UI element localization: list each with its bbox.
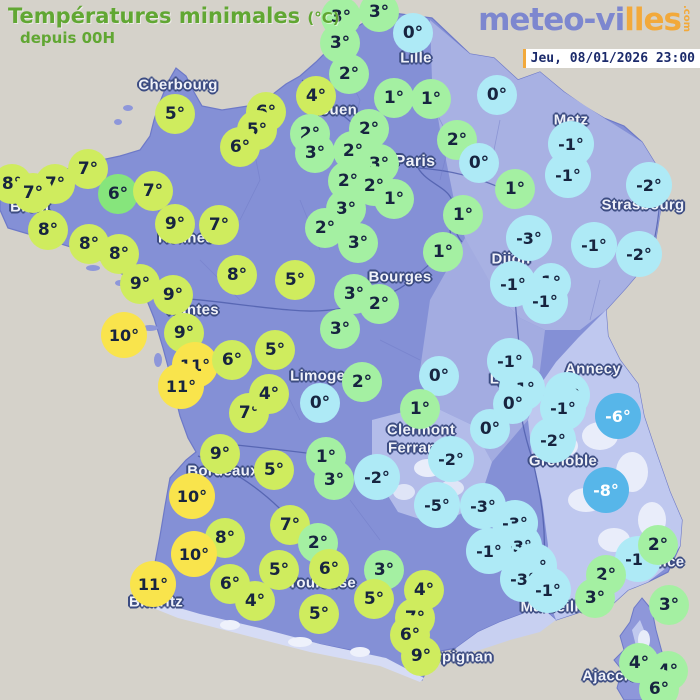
temp-bubble: 2° bbox=[342, 362, 382, 402]
temp-bubble: -2° bbox=[530, 417, 576, 463]
meteo-villes-logo[interactable]: meteo-vi lles .com bbox=[478, 2, 692, 38]
snow-patch bbox=[288, 637, 312, 647]
city-label: Annecy bbox=[565, 360, 621, 378]
temp-bubble: 9° bbox=[155, 204, 195, 244]
city-label: Lille bbox=[400, 49, 432, 67]
temp-bubble: 5° bbox=[155, 94, 195, 134]
temp-bubble: 0° bbox=[393, 13, 433, 53]
temp-bubble: 8° bbox=[205, 518, 245, 558]
timestamp-banner: Jeu, 08/01/2026 23:00 bbox=[522, 49, 700, 68]
terrain-pyrenees bbox=[148, 600, 424, 682]
terrain-languedoc bbox=[456, 604, 556, 654]
temp-bubble: 8° bbox=[217, 255, 257, 295]
temp-bubble: 1° bbox=[411, 79, 451, 119]
page-title: Températures minimales (°C) bbox=[8, 4, 340, 28]
temp-bubble: 2° bbox=[359, 284, 399, 324]
temp-bubble: 4° bbox=[249, 374, 289, 414]
temp-bubble: 1° bbox=[374, 78, 414, 118]
temp-bubble: 6° bbox=[639, 669, 679, 700]
temp-bubble: 3° bbox=[320, 309, 360, 349]
city-label: Bourges bbox=[368, 268, 432, 286]
temp-bubble: -2° bbox=[354, 454, 400, 500]
logo-domain-text: .com bbox=[681, 5, 692, 33]
island bbox=[154, 353, 162, 367]
temp-bubble: 1° bbox=[400, 389, 440, 429]
island bbox=[123, 105, 133, 111]
island bbox=[114, 119, 122, 125]
temp-bubble: 0° bbox=[459, 143, 499, 183]
logo-blue-text: meteo-vi bbox=[478, 2, 625, 38]
temp-bubble: 6° bbox=[212, 340, 252, 380]
temp-bubble: 3° bbox=[338, 223, 378, 263]
temp-bubble: 5° bbox=[255, 330, 295, 370]
title-text: Températures minimales bbox=[8, 4, 301, 28]
temp-bubble: 4° bbox=[296, 76, 336, 116]
temp-bubble: 3° bbox=[359, 0, 399, 32]
temp-bubble: 1° bbox=[495, 169, 535, 209]
temp-bubble: -2° bbox=[626, 162, 672, 208]
temp-bubble: 9° bbox=[200, 434, 240, 474]
temp-bubble: 6° bbox=[309, 549, 349, 589]
temp-bubble: -2° bbox=[428, 436, 474, 482]
temp-bubble: 10° bbox=[169, 473, 215, 519]
temp-bubble: 1° bbox=[443, 195, 483, 235]
temp-bubble: 8° bbox=[28, 210, 68, 250]
temp-bubble: -1° bbox=[525, 567, 571, 613]
temp-bubble: 0° bbox=[470, 409, 510, 449]
temp-bubble: 10° bbox=[101, 312, 147, 358]
temp-bubble: 7° bbox=[199, 205, 239, 245]
temp-bubble: 3° bbox=[575, 578, 615, 618]
snow-patch bbox=[393, 484, 415, 500]
temp-bubble: -6° bbox=[595, 393, 641, 439]
island bbox=[86, 265, 100, 271]
temp-bubble: -1° bbox=[466, 528, 512, 574]
temp-bubble: -2° bbox=[616, 231, 662, 277]
temp-bubble: 11° bbox=[130, 561, 176, 607]
title-unit: (°C) bbox=[307, 9, 340, 27]
page-header: Températures minimales (°C) depuis 00H bbox=[8, 4, 340, 47]
city-label: Clermont bbox=[386, 421, 456, 439]
temp-bubble: -1° bbox=[522, 278, 568, 324]
page-subtitle: depuis 00H bbox=[20, 29, 116, 47]
temp-bubble: 10° bbox=[171, 531, 217, 577]
city-label: Limoges bbox=[290, 367, 354, 385]
temp-bubble: 7° bbox=[13, 173, 53, 213]
temp-bubble: 0° bbox=[300, 383, 340, 423]
temp-bubble: 3° bbox=[649, 585, 689, 625]
temp-bubble: -1° bbox=[571, 222, 617, 268]
temp-bubble: 5° bbox=[299, 594, 339, 634]
temp-bubble: 7° bbox=[270, 505, 310, 545]
snow-patch bbox=[350, 647, 370, 657]
temp-bubble: 5° bbox=[354, 579, 394, 619]
temp-bubble: 5° bbox=[259, 550, 299, 590]
temp-bubble: 9° bbox=[153, 275, 193, 315]
temp-bubble: 0° bbox=[477, 75, 517, 115]
city-label: Cherbourg bbox=[138, 76, 218, 94]
temp-bubble: 5° bbox=[275, 260, 315, 300]
temp-bubble: 6° bbox=[220, 127, 260, 167]
temp-bubble: 7° bbox=[133, 171, 173, 211]
temp-bubble: 2° bbox=[329, 54, 369, 94]
temp-bubble: 1° bbox=[374, 179, 414, 219]
temp-bubble: 3° bbox=[295, 133, 335, 173]
temp-bubble: 4° bbox=[235, 581, 275, 621]
temp-bubble: 9° bbox=[401, 636, 441, 676]
temp-bubble: -5° bbox=[414, 482, 460, 528]
temp-bubble: -1° bbox=[545, 152, 591, 198]
temp-bubble: 1° bbox=[423, 232, 463, 272]
temp-bubble: 6° bbox=[98, 174, 138, 214]
temp-bubble: 11° bbox=[158, 363, 204, 409]
temp-bubble: -8° bbox=[583, 467, 629, 513]
snow-patch bbox=[220, 620, 240, 630]
city-label: Paris bbox=[394, 153, 436, 170]
temp-bubble: -3° bbox=[506, 215, 552, 261]
logo-orange-text: lles bbox=[624, 2, 682, 38]
temp-bubble: 3° bbox=[314, 460, 354, 500]
temp-bubble: 5° bbox=[254, 450, 294, 490]
temp-bubble: 2° bbox=[638, 525, 678, 565]
